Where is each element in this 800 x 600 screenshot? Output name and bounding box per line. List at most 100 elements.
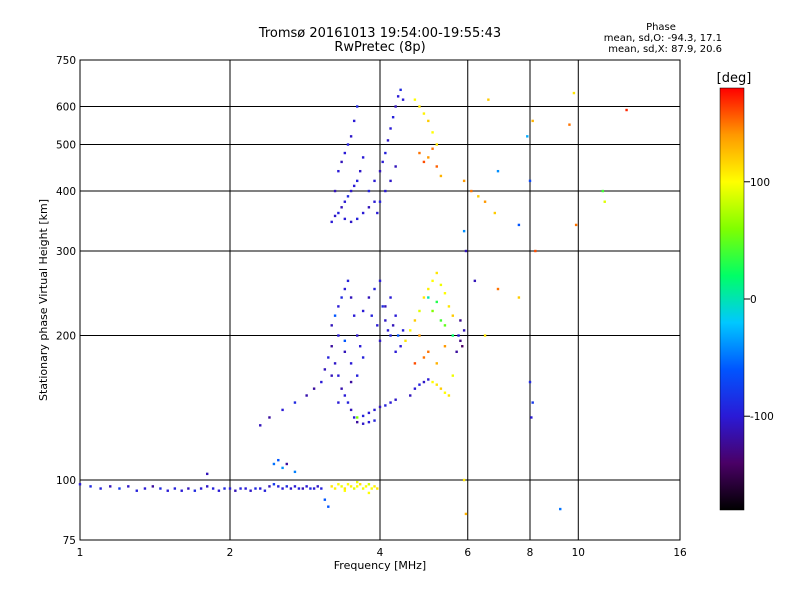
data-point (483, 334, 487, 337)
data-point (337, 305, 340, 308)
data-point (281, 487, 284, 490)
data-point (293, 470, 297, 474)
colorbar (719, 87, 745, 511)
data-point (451, 334, 455, 337)
data-point (343, 200, 347, 203)
data-point (159, 487, 162, 490)
data-point (355, 334, 359, 337)
data-point (249, 489, 252, 492)
data-point (340, 485, 343, 488)
data-point (413, 362, 417, 365)
data-point (574, 223, 578, 227)
data-point (431, 131, 434, 134)
data-point (373, 200, 376, 203)
data-point (464, 249, 468, 253)
data-point (281, 408, 284, 412)
data-point (435, 383, 438, 386)
data-point (462, 329, 466, 332)
data-point (517, 223, 521, 227)
data-point (401, 98, 405, 101)
data-point (333, 189, 337, 193)
data-point (118, 487, 121, 490)
data-point (439, 387, 443, 390)
data-point (361, 309, 365, 313)
data-point (394, 165, 397, 168)
data-point (370, 314, 373, 317)
data-point (337, 169, 340, 173)
data-point (422, 160, 426, 164)
data-point (352, 487, 356, 490)
data-point (451, 374, 455, 377)
data-point (223, 487, 226, 490)
data-point (358, 345, 362, 348)
data-point (337, 334, 340, 337)
data-point (378, 339, 382, 343)
data-point (384, 305, 387, 308)
data-point (373, 485, 376, 488)
data-point (496, 169, 500, 173)
data-point (323, 498, 327, 501)
data-point (462, 478, 466, 482)
data-point (427, 287, 430, 291)
data-point (193, 489, 197, 492)
data-point (378, 169, 382, 173)
data-point (272, 483, 276, 486)
y-tick-label: 75 (63, 535, 76, 547)
data-point (349, 380, 353, 384)
data-point (355, 105, 359, 108)
data-point (330, 345, 333, 348)
data-point (427, 156, 430, 159)
data-point (435, 143, 438, 146)
data-point (389, 334, 392, 337)
colorbar-label: [deg] (717, 71, 752, 86)
data-point (413, 98, 417, 101)
data-point (376, 211, 379, 215)
data-point (367, 296, 371, 299)
data-point (343, 217, 347, 221)
data-point (349, 408, 353, 412)
data-point (340, 296, 343, 299)
data-point (530, 416, 533, 419)
data-point (211, 487, 215, 490)
data-point (418, 105, 421, 108)
data-point (259, 487, 262, 490)
grid-lines (80, 60, 680, 540)
data-point (384, 151, 387, 155)
data-point (394, 314, 397, 317)
data-point (418, 383, 421, 386)
data-point (378, 405, 382, 409)
data-point (349, 296, 353, 299)
data-point (384, 404, 387, 407)
data-point (381, 160, 384, 164)
data-point (337, 211, 340, 215)
data-point (355, 217, 359, 221)
data-point (435, 165, 438, 168)
data-point (531, 119, 534, 123)
data-point (337, 483, 340, 486)
data-point (330, 220, 333, 224)
data-point (355, 420, 359, 424)
data-point (349, 189, 353, 193)
data-point (337, 401, 340, 404)
data-point (391, 324, 395, 327)
data-point (327, 505, 330, 508)
data-point (263, 489, 267, 492)
data-point (361, 211, 365, 215)
data-point (378, 200, 382, 203)
data-point (358, 169, 362, 173)
data-point (352, 184, 356, 188)
x-tick-label: 6 (464, 547, 471, 559)
data-point (389, 296, 392, 299)
data-point (268, 416, 271, 419)
data-point (603, 200, 606, 203)
data-point (361, 487, 365, 490)
data-point (459, 319, 462, 322)
data-point (293, 401, 297, 404)
data-point (470, 189, 473, 193)
data-point (439, 283, 443, 287)
data-point (173, 487, 177, 490)
data-point (205, 472, 209, 476)
data-point (285, 462, 288, 466)
data-point (244, 487, 247, 490)
data-point (205, 485, 209, 488)
